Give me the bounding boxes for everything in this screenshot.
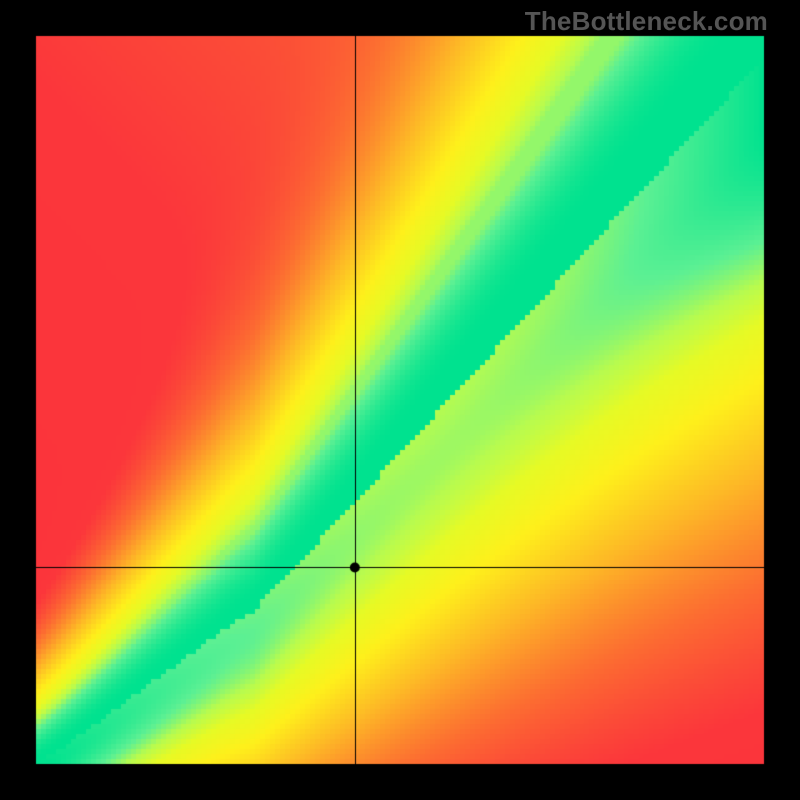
watermark-text: TheBottleneck.com [525, 6, 768, 37]
bottleneck-heatmap [0, 0, 800, 800]
chart-container: { "watermark": { "text": "TheBottleneck.… [0, 0, 800, 800]
